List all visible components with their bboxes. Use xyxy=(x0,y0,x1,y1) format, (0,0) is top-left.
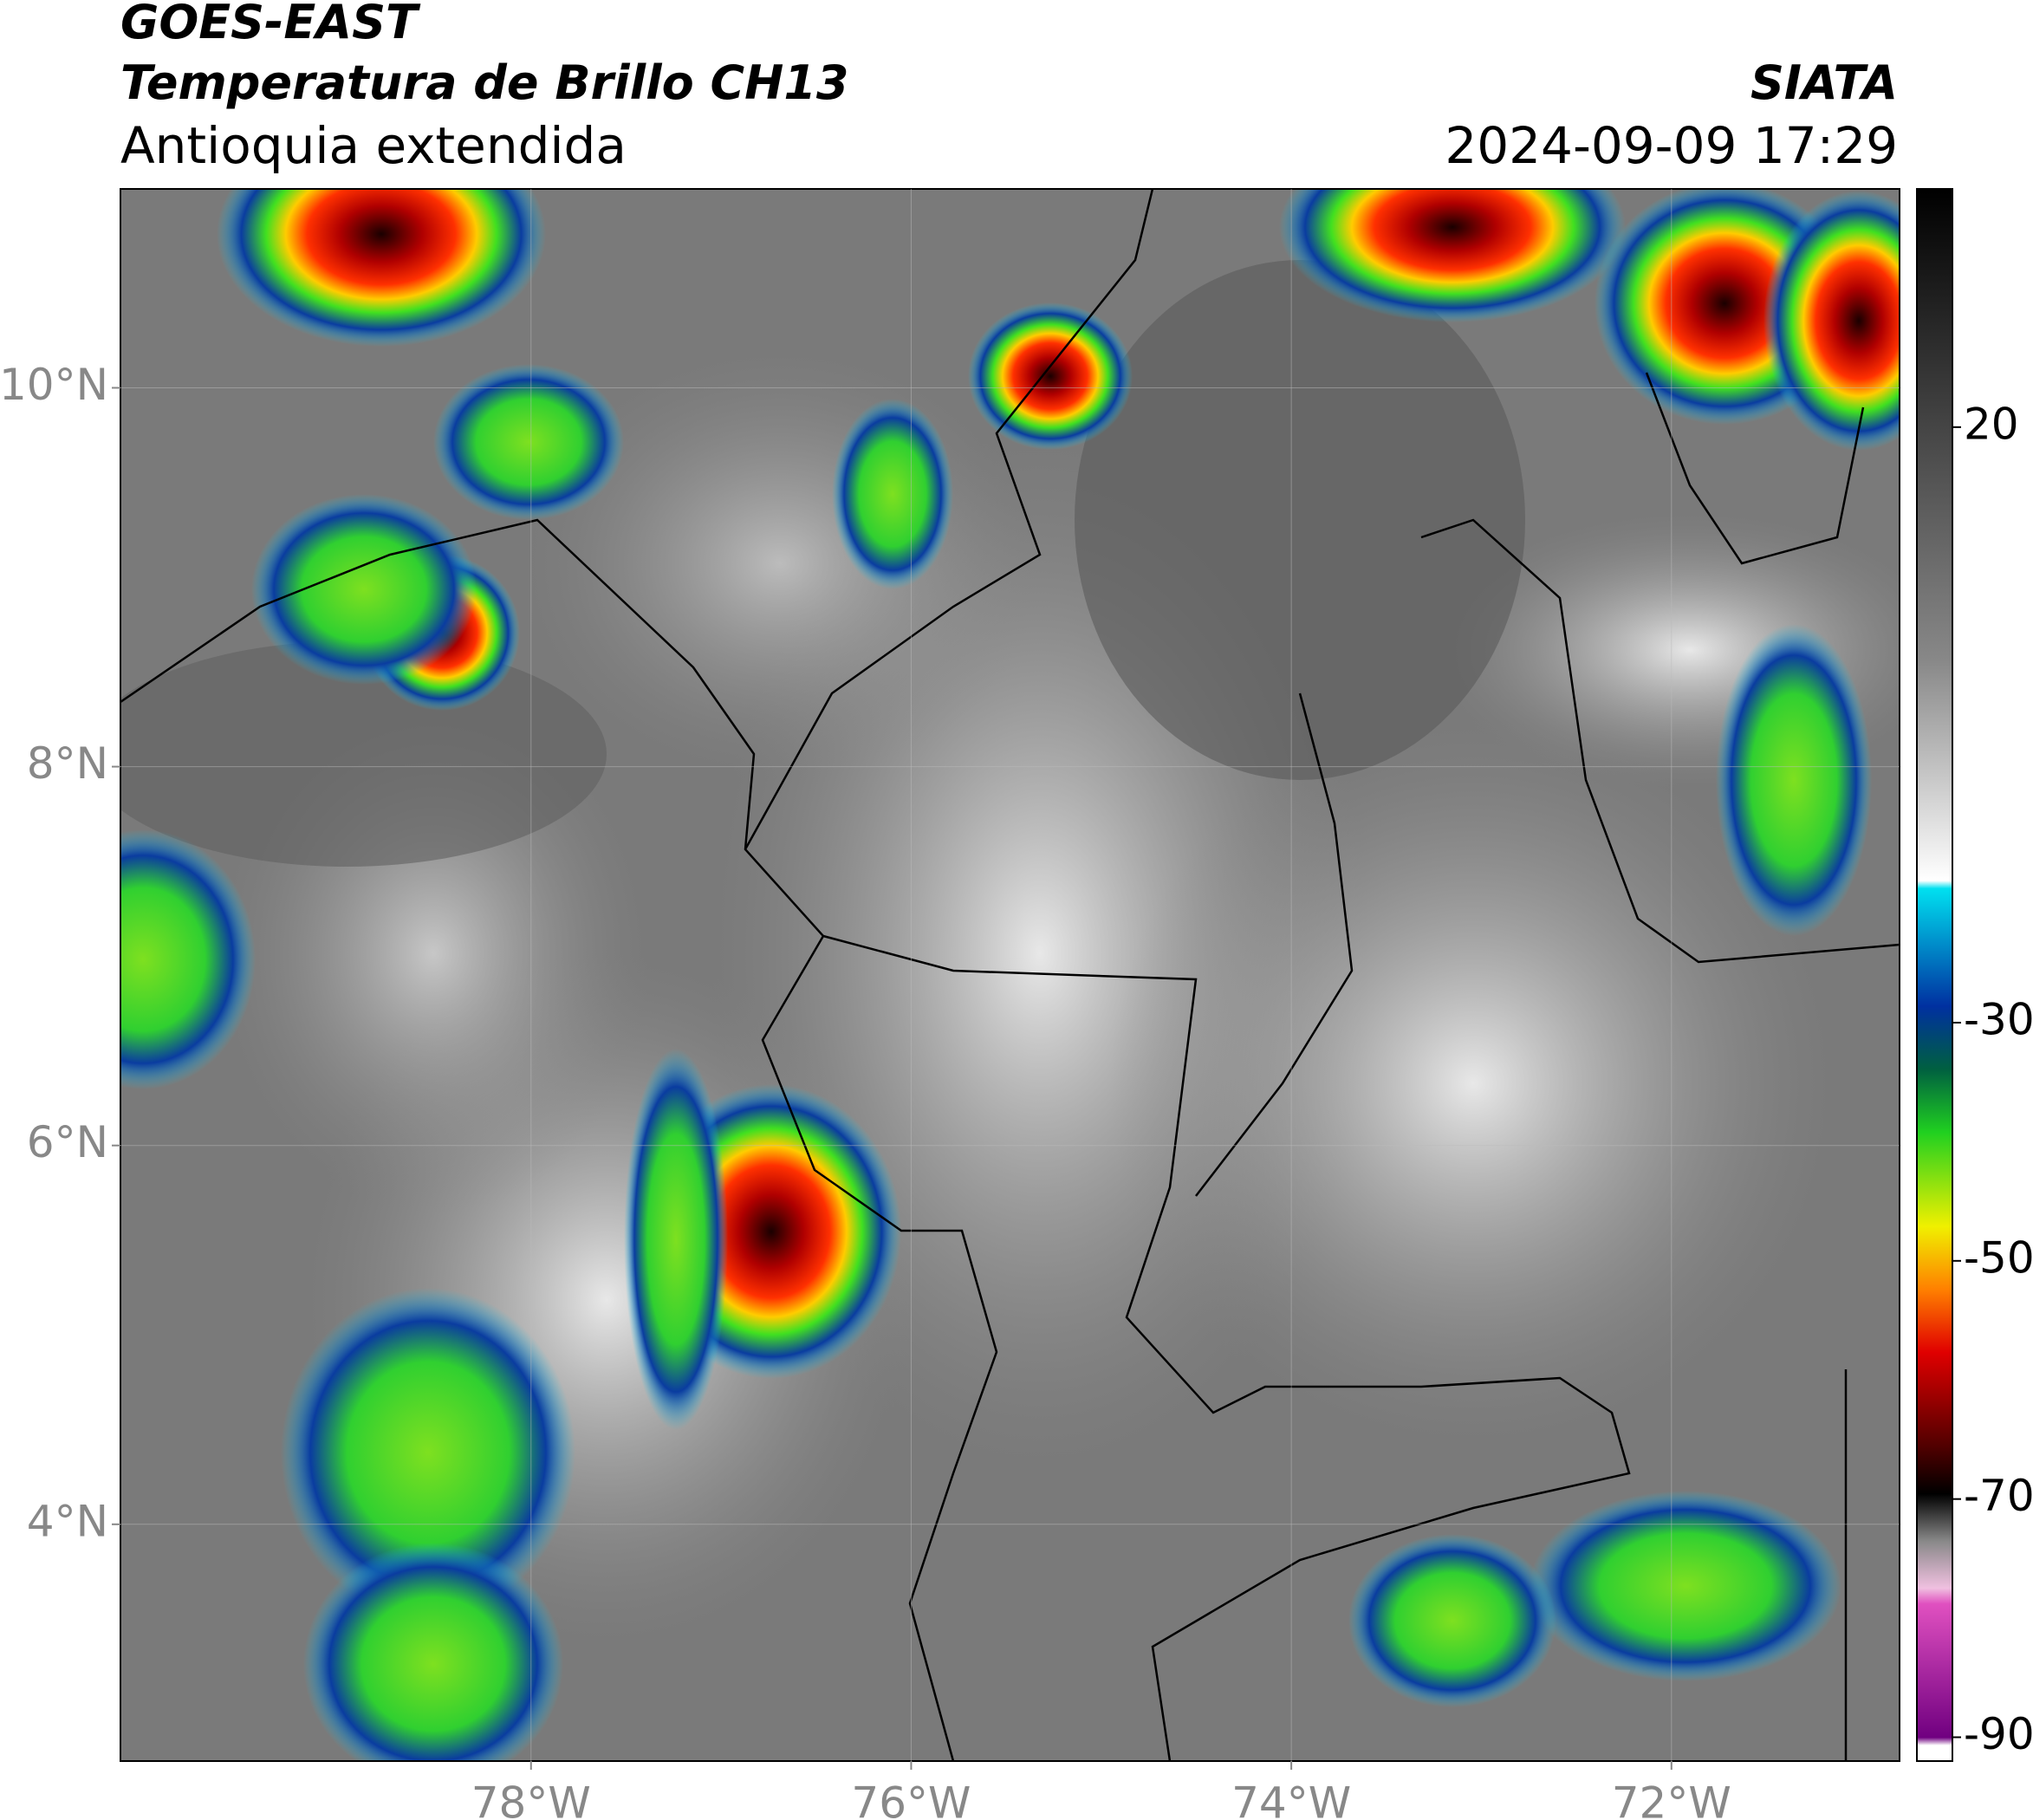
map-frame xyxy=(120,188,1900,1762)
y-tick-label: 8°N xyxy=(27,738,108,789)
satellite-title: GOES-EAST xyxy=(120,0,421,49)
map-image xyxy=(120,189,1900,1761)
x-tick-label: 78°W xyxy=(471,1778,591,1820)
colorbar-tick-label: 20 xyxy=(1964,399,2019,449)
source-label: SIATA xyxy=(1750,55,1898,110)
y-tick-label: 6°N xyxy=(27,1117,108,1167)
colorbar-tick-label: -30 xyxy=(1964,994,2033,1044)
colorbar-tick-label: -90 xyxy=(1964,1709,2033,1759)
product-title: Temperatura de Brillo CH13 xyxy=(120,55,849,110)
y-tick-label: 10°N xyxy=(0,360,108,410)
colorbar xyxy=(1916,188,1953,1762)
x-tick-label: 76°W xyxy=(851,1778,971,1820)
region-subtitle: Antioquia extendida xyxy=(120,116,627,175)
convective-cells xyxy=(120,189,1900,1761)
colorbar-tick-label: -50 xyxy=(1964,1232,2033,1283)
timestamp: 2024-09-09 17:29 xyxy=(1445,116,1898,175)
y-tick-label: 4°N xyxy=(27,1496,108,1546)
borders xyxy=(120,189,1900,1761)
x-tick-label: 72°W xyxy=(1612,1778,1731,1820)
x-tick-label: 74°W xyxy=(1231,1778,1351,1820)
colorbar-tick-label: -70 xyxy=(1964,1471,2033,1521)
